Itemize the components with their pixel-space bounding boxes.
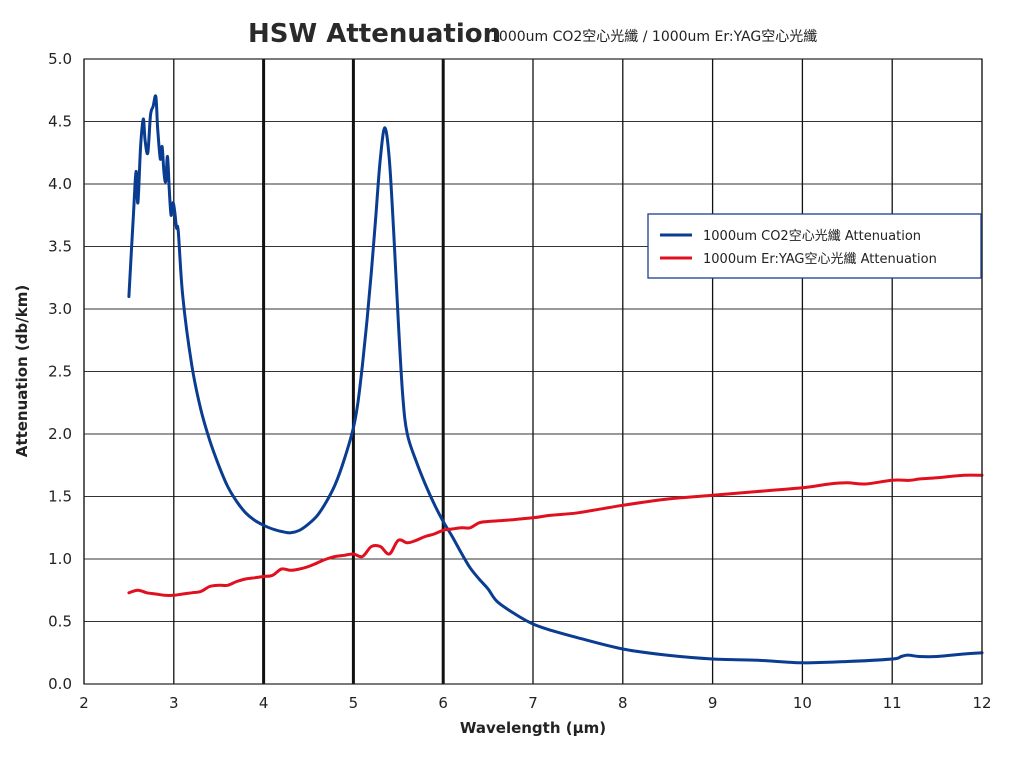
x-tick-label: 6 <box>438 694 448 712</box>
legend-label-co2: 1000um CO2空心光纖 Attenuation <box>703 229 921 244</box>
y-tick-label: 2.5 <box>48 363 72 381</box>
chart-title: HSW Attenuation <box>248 19 501 49</box>
x-tick-label: 5 <box>349 694 359 712</box>
plot-frame <box>83 58 983 685</box>
legend: 1000um CO2空心光纖 Attenuation 1000um Er:YAG… <box>647 213 982 279</box>
x-tick-label: 2 <box>79 694 89 712</box>
x-tick-label: 10 <box>793 694 812 712</box>
x-tick-label: 11 <box>883 694 902 712</box>
y-tick-label: 3.0 <box>48 300 72 318</box>
y-tick-label: 1.0 <box>48 550 72 568</box>
y-axis-title: Attenuation (db/km) <box>13 285 31 457</box>
x-tick-label: 9 <box>708 694 718 712</box>
x-tick-label: 7 <box>528 694 538 712</box>
x-tick-label: 3 <box>169 694 179 712</box>
x-tick-label: 8 <box>618 694 628 712</box>
y-tick-label: 2.0 <box>48 425 72 443</box>
grid-layer <box>83 58 983 685</box>
y-tick-label: 3.5 <box>48 238 72 256</box>
x-axis-title: Wavelength (μm) <box>460 719 606 737</box>
chart-subtitle: 1000um CO2空心光纖 / 1000um Er:YAG空心光纖 <box>490 29 817 45</box>
y-tick-label: 5.0 <box>48 50 72 68</box>
y-tick-label: 0.0 <box>48 675 72 693</box>
y-tick-label: 1.5 <box>48 488 72 506</box>
legend-box <box>647 213 982 279</box>
legend-label-eryag: 1000um Er:YAG空心光纖 Attenuation <box>703 252 937 267</box>
x-tick-label: 4 <box>259 694 269 712</box>
series-line-eryag <box>127 473 984 597</box>
series-line-co2 <box>127 94 984 665</box>
y-tick-label: 0.5 <box>48 613 72 631</box>
y-tick-label: 4.0 <box>48 175 72 193</box>
y-tick-label: 4.5 <box>48 113 72 131</box>
series-layer <box>127 94 984 665</box>
tick-labels: 0.0 0.5 1.0 1.5 2.0 2.5 3.0 3.5 4.0 4.5 5.0 2 3 4 5 6 7 8… <box>48 50 991 712</box>
x-tick-label: 12 <box>972 694 991 712</box>
